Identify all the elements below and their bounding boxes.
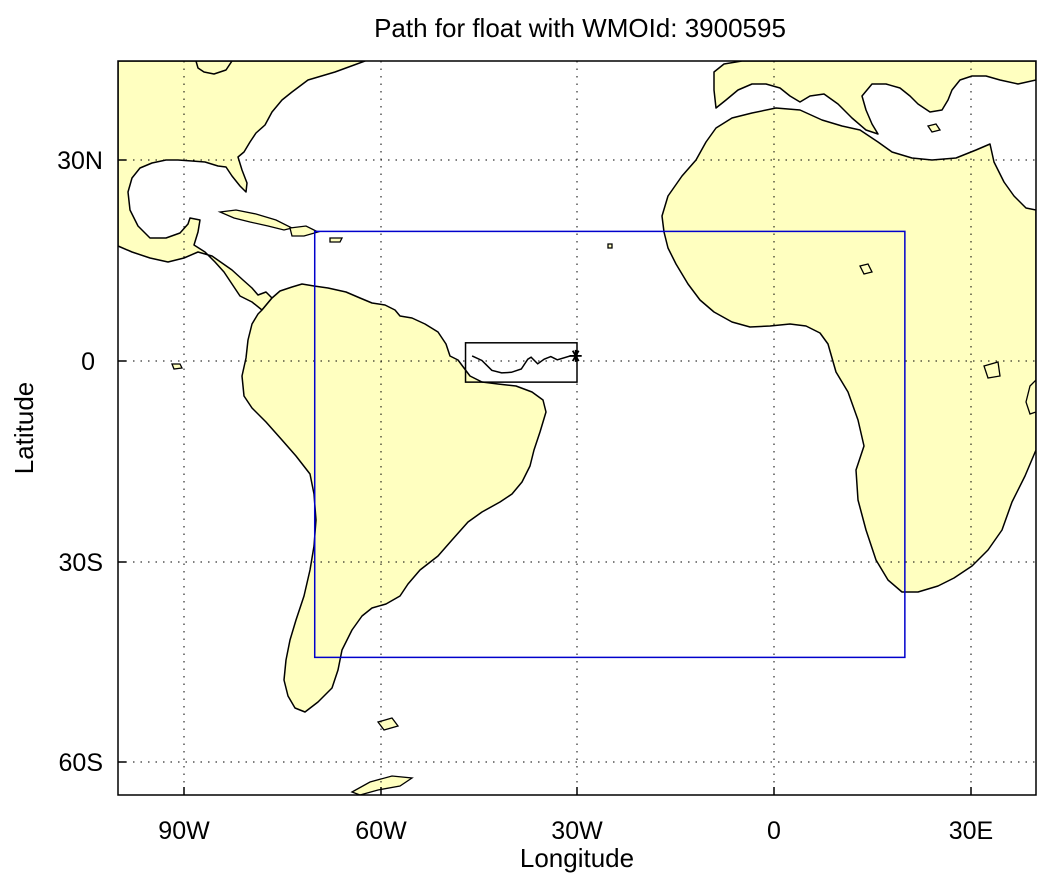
x-tick-label-30w: 30W: [551, 817, 603, 845]
cuba: [217, 209, 294, 231]
float-track: [471, 355, 576, 374]
y-tick-label-0: 0: [81, 348, 95, 376]
madagascar: [1025, 379, 1036, 415]
land-layer: [118, 61, 1036, 795]
x-tick-label-90w: 90W: [158, 817, 210, 845]
lake-victoria: [983, 361, 1001, 379]
falkland-islands: [376, 717, 400, 731]
x-tick-label-60w: 60W: [355, 817, 407, 845]
hispaniola: [289, 225, 320, 237]
antarctic-peninsula: [350, 775, 414, 795]
float-box: [464, 342, 578, 383]
tick-marks: [118, 159, 972, 795]
europe-landmass: [713, 61, 1036, 135]
africa-landmass: [661, 107, 1036, 593]
north-america-landmass: [118, 61, 366, 311]
x-axis-label: Longitude: [520, 843, 634, 873]
mediterranean-island: [926, 123, 942, 133]
y-axis-label: Latitude: [9, 382, 39, 475]
cape-verde: [607, 243, 613, 249]
lake-chad: [859, 263, 873, 275]
galapagos-islands: [171, 363, 183, 370]
x-tick-label-0: 0: [767, 817, 781, 845]
y-tick-label-30n: 30N: [57, 147, 103, 175]
puerto-rico: [329, 237, 344, 243]
arctic-coast: [195, 61, 233, 75]
map-title: Path for float with WMOId: 3900595: [374, 13, 786, 43]
y-tick-label-30s: 30S: [59, 549, 103, 577]
x-tick-label-30e: 30E: [949, 817, 993, 845]
south-america-landmass: [241, 283, 547, 713]
region-box: [313, 230, 906, 659]
y-tick-label-60s: 60S: [59, 749, 103, 777]
float-position-marker: [569, 349, 582, 362]
